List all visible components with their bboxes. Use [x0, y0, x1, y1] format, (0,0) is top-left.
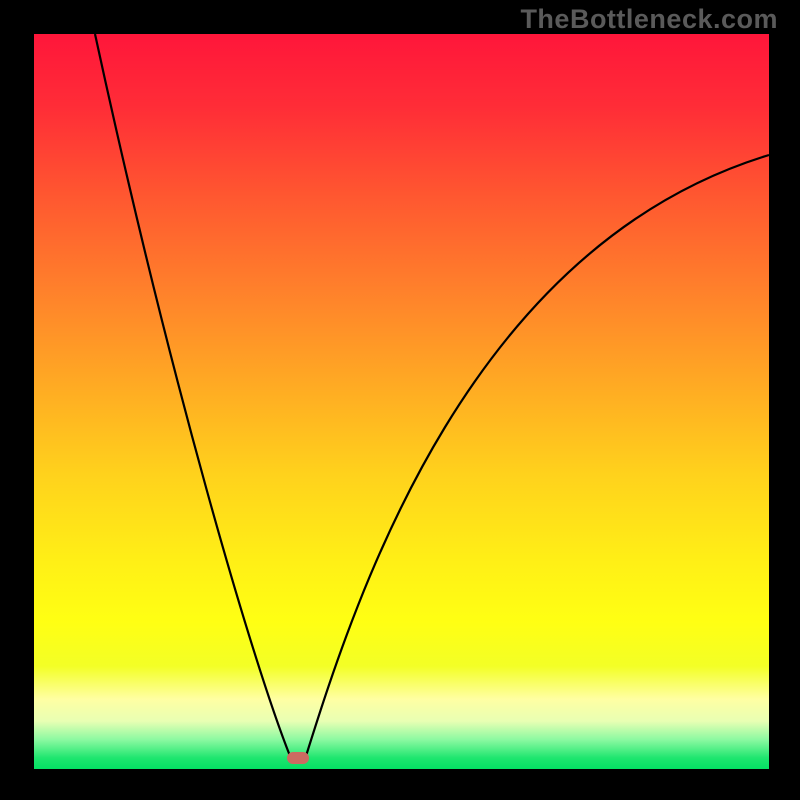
- watermark-text: TheBottleneck.com: [520, 4, 778, 35]
- gradient-background: [34, 34, 769, 769]
- optimal-point-marker: [287, 752, 309, 764]
- bottleneck-chart: [0, 0, 800, 800]
